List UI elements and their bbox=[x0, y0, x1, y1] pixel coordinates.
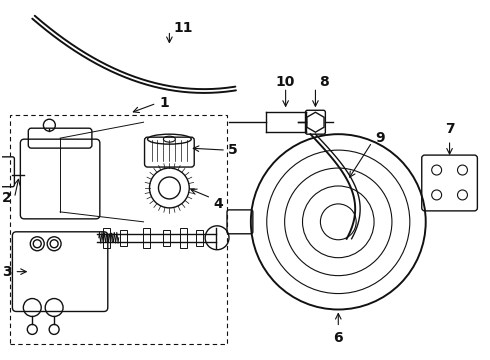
Text: 9: 9 bbox=[375, 131, 385, 145]
Text: 10: 10 bbox=[276, 75, 295, 89]
Bar bbox=[163, 230, 170, 246]
Text: 11: 11 bbox=[173, 21, 193, 35]
Text: 2: 2 bbox=[1, 191, 11, 205]
Text: 5: 5 bbox=[228, 143, 238, 157]
Bar bbox=[10, 115, 227, 345]
Text: 6: 6 bbox=[334, 332, 343, 345]
Bar bbox=[103, 228, 110, 248]
Text: 3: 3 bbox=[1, 265, 11, 279]
Text: 7: 7 bbox=[445, 122, 454, 136]
Bar bbox=[143, 228, 150, 248]
Text: 4: 4 bbox=[213, 197, 223, 211]
Bar bbox=[120, 230, 127, 246]
Bar bbox=[180, 228, 187, 248]
Text: 8: 8 bbox=[319, 75, 329, 89]
Bar bbox=[196, 230, 203, 246]
Text: 1: 1 bbox=[159, 96, 169, 110]
